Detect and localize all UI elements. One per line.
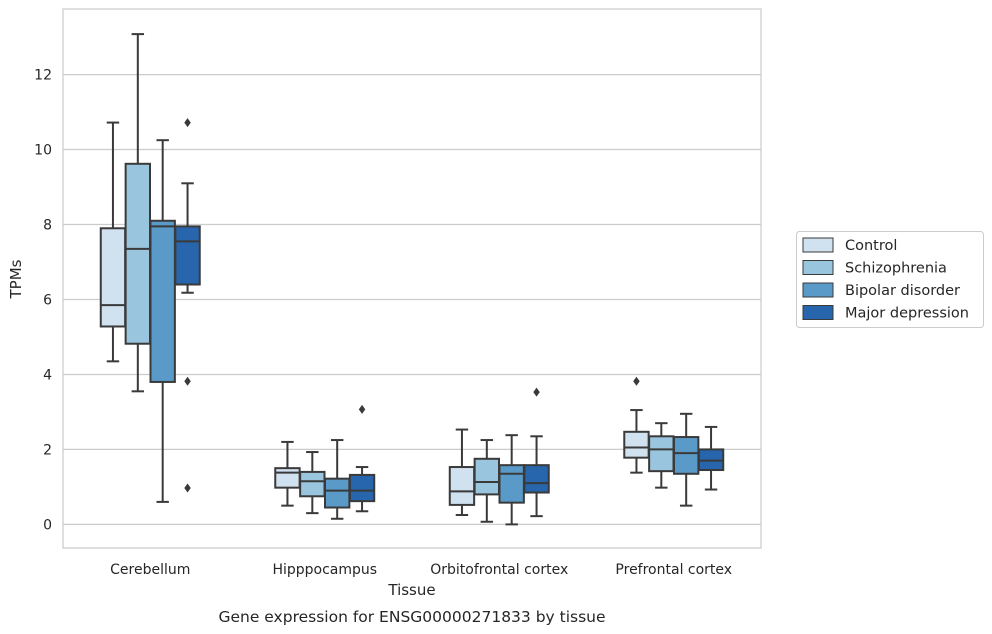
box-bipolar-disorder	[323, 439, 351, 520]
outlier-point	[184, 376, 191, 386]
legend-swatch	[802, 237, 834, 253]
y-tick-label: 6	[43, 292, 52, 308]
y-tick-label: 12	[34, 68, 52, 84]
y-tick-label: 2	[43, 442, 52, 458]
box-major-depression	[697, 425, 725, 491]
grid-lines	[63, 73, 761, 526]
box-schizophrenia	[648, 422, 675, 489]
plot-frame	[62, 8, 762, 549]
box-elements	[99, 33, 725, 526]
box-iqr	[299, 470, 326, 498]
box-iqr	[174, 225, 201, 286]
outlier-point	[358, 404, 366, 414]
box-bipolar-disorder	[149, 139, 176, 503]
box-iqr	[523, 464, 550, 494]
x-tick-label: Prefrontal cortex	[615, 562, 732, 578]
box-iqr	[672, 436, 700, 475]
outlier-point	[633, 376, 640, 386]
y-tick-label: 4	[43, 367, 52, 383]
box-iqr	[149, 219, 176, 383]
y-axis-label: TPMs	[7, 259, 25, 299]
box-iqr	[473, 457, 501, 496]
outlier-point	[184, 118, 191, 128]
legend-entries: Control Schizophrenia Bipolar disorder Majo…	[802, 237, 969, 322]
legend-label: Schizophrenia	[845, 261, 947, 277]
legend-swatch	[802, 305, 834, 320]
box-major-depression	[523, 387, 550, 518]
box-schizophrenia	[124, 33, 152, 393]
box-bipolar-disorder	[498, 434, 525, 526]
box-iqr	[623, 430, 650, 459]
x-axis-label: Tissue	[387, 581, 435, 599]
box-iqr	[348, 473, 376, 503]
y-tick-label: 10	[34, 143, 52, 159]
box-schizophrenia	[299, 451, 326, 515]
legend-label: Major depression	[845, 306, 969, 322]
box-iqr	[274, 467, 301, 489]
legend: Control Schizophrenia Bipolar disorder Majo…	[796, 231, 984, 328]
outlier-point	[533, 387, 540, 397]
x-tick-labels: Cerebellum Hipppocampus Orbitofrontal cort…	[110, 562, 732, 578]
y-tick-label: 0	[43, 517, 52, 533]
box-schizophrenia	[473, 439, 501, 523]
box-iqr	[498, 464, 525, 504]
box-iqr	[323, 477, 351, 509]
outlier-point	[184, 483, 191, 493]
box-iqr	[124, 162, 152, 345]
box-major-depression	[174, 118, 201, 493]
legend-frame	[796, 231, 984, 328]
box-iqr	[99, 227, 127, 328]
box-iqr	[448, 466, 476, 506]
legend-label: Bipolar disorder	[845, 283, 960, 299]
box-iqr	[648, 435, 675, 473]
box-bipolar-disorder	[672, 412, 700, 507]
y-tick-labels: 0 2 4 6 8 10 12	[34, 68, 52, 534]
box-major-depression	[348, 404, 376, 513]
chart-caption: Gene expression for ENSG00000271833 by t…	[218, 608, 605, 626]
x-tick-label: Cerebellum	[110, 562, 190, 578]
x-tick-label: Orbitofrontal cortex	[430, 562, 568, 578]
legend-swatch	[802, 282, 834, 298]
legend-label: Control	[845, 238, 897, 254]
legend-swatch	[802, 260, 834, 275]
y-tick-label: 8	[43, 218, 52, 234]
x-tick-label: Hipppocampus	[272, 562, 377, 578]
